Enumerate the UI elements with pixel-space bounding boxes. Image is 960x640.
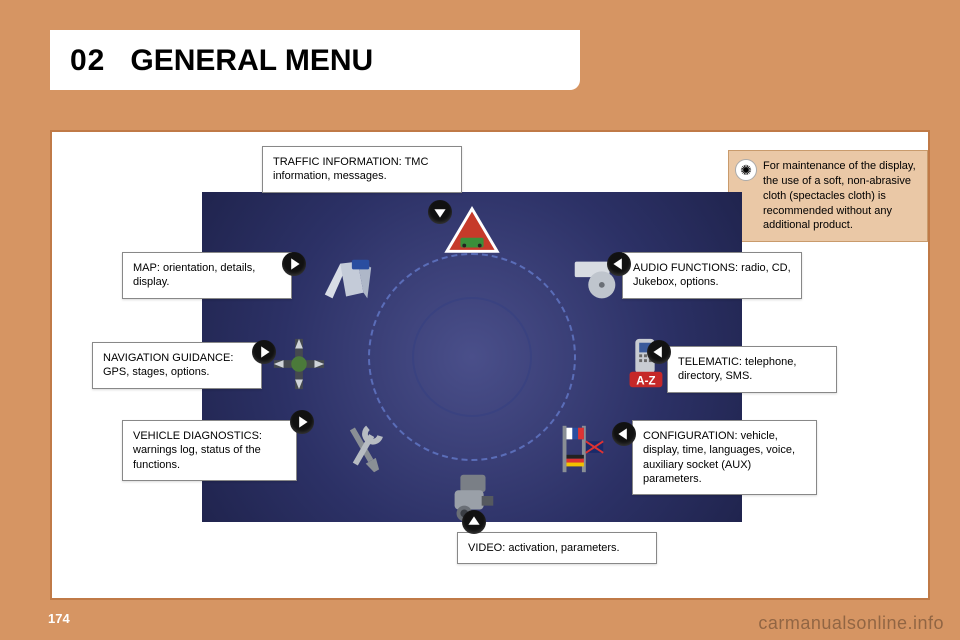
callout-nav: NAVIGATION GUIDANCE: GPS, stages, option…	[92, 342, 262, 389]
arrow-nav	[252, 340, 276, 364]
content-panel: ✺ For maintenance of the display, the us…	[50, 130, 930, 600]
config-icon[interactable]	[551, 420, 609, 478]
callout-map: MAP: orientation, details, display.	[122, 252, 292, 299]
section-number: 02	[70, 44, 105, 77]
callout-text: VEHICLE DIAGNOSTICS: warnings log, statu…	[133, 430, 262, 471]
callout-text: AUDIO FUNCTIONS: radio, CD, Jukebox, opt…	[633, 262, 791, 288]
arrow-map	[282, 252, 306, 276]
notice-text: For maintenance of the display, the use …	[763, 160, 916, 231]
callout-text: TRAFFIC INFORMATION: TMC information, me…	[273, 156, 428, 182]
watermark: carmanualsonline.info	[758, 613, 944, 634]
nav-icon[interactable]	[270, 335, 328, 393]
header-tab: 02 GENERAL MENU	[50, 30, 580, 90]
arrow-traffic	[428, 200, 452, 224]
arrow-telematic	[647, 340, 671, 364]
arrow-diag	[290, 410, 314, 434]
callout-text: NAVIGATION GUIDANCE: GPS, stages, option…	[103, 352, 233, 378]
callout-text: CONFIGURATION: vehicle, display, time, l…	[643, 430, 795, 485]
callout-config: CONFIGURATION: vehicle, display, time, l…	[632, 420, 817, 495]
callout-telematic: TELEMATIC: telephone, directory, SMS.	[667, 346, 837, 393]
callout-audio: AUDIO FUNCTIONS: radio, CD, Jukebox, opt…	[622, 252, 802, 299]
svg-text:A-Z: A-Z	[636, 374, 655, 387]
section-title: GENERAL MENU	[130, 44, 373, 77]
sun-icon: ✺	[735, 159, 757, 181]
page-number: 174	[48, 611, 70, 626]
arrow-audio	[607, 252, 631, 276]
callout-text: VIDEO: activation, parameters.	[468, 542, 620, 554]
center-ring	[382, 267, 562, 447]
callout-text: MAP: orientation, details, display.	[133, 262, 255, 288]
callout-text: TELEMATIC: telephone, directory, SMS.	[678, 356, 796, 382]
page-title: 02 GENERAL MENU	[70, 44, 560, 78]
maintenance-notice: ✺ For maintenance of the display, the us…	[728, 150, 928, 242]
arrow-config	[612, 422, 636, 446]
map-icon[interactable]	[319, 252, 377, 310]
callout-traffic: TRAFFIC INFORMATION: TMC information, me…	[262, 146, 462, 193]
arrow-video	[462, 510, 486, 534]
diag-icon[interactable]	[335, 420, 393, 478]
callout-diag: VEHICLE DIAGNOSTICS: warnings log, statu…	[122, 420, 297, 481]
callout-video: VIDEO: activation, parameters.	[457, 532, 657, 564]
